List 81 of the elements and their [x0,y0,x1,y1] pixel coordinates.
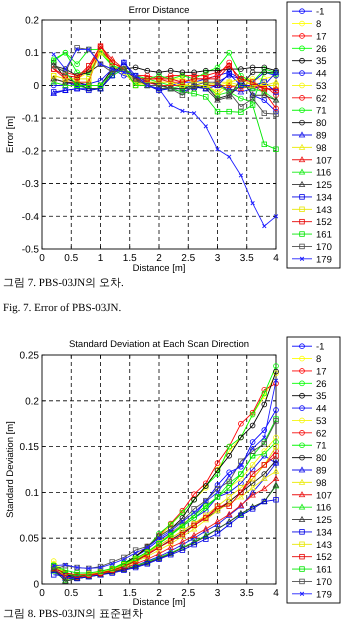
y-tick-label: -0.5 [22,244,40,256]
x-tick-label: 1.5 [122,253,138,264]
legend-label: 152 [316,552,332,564]
y-tick-label: -0.1 [22,114,40,125]
y-tick-label: 0.15 [20,442,40,454]
x-tick-label: 3 [214,253,221,264]
x-tick-label: 4 [273,588,280,599]
y-tick-label: -0.4 [22,212,40,223]
legend-label: 107 [316,155,332,166]
y-tick-label: 0.1 [25,488,40,499]
legend-label: 80 [316,453,327,464]
legend-label: 44 [316,404,327,415]
legend-label: 125 [316,180,332,192]
legend-label: 71 [316,440,327,452]
y-tick-label: 0 [33,580,40,590]
caption: 그림 7. PBS-03JN의 오차. [3,277,124,289]
legend-label: 26 [316,378,327,390]
x-tick-label: 1 [98,588,104,599]
legend-label: 89 [316,466,327,476]
legend-label: 35 [316,391,327,402]
legend-label: 8 [316,19,322,30]
legend-label: 134 [316,527,332,538]
legend-label: 98 [316,142,327,154]
y-tick-label: 0.2 [25,16,40,26]
legend-label: 89 [316,130,327,142]
caption: 그림 8. PBS-03JN의 표준편차 [3,608,143,620]
x-tick-label: 0.5 [64,588,79,599]
x-tick-label: 2 [156,588,162,599]
caption: Fig. 7. Error of PBS-03JN. [3,302,122,314]
legend-label: 179 [316,254,332,266]
legend-label: 143 [316,540,332,551]
y-tick-label: 0.05 [20,534,40,545]
y-tick-label: 0.25 [20,350,40,362]
legend-label: 125 [316,515,332,526]
legend-label: 161 [316,564,332,576]
x-tick-label: 1.5 [122,588,138,599]
x-tick-label: 1 [98,253,104,264]
chart-title: Error Distance [128,5,190,16]
legend-label: 143 [316,204,332,216]
x-tick-label: 2 [156,253,162,264]
x-tick-label: 4 [273,253,280,264]
y-axis-title: Standard Deviation [m] [5,421,16,518]
legend-label: 107 [316,490,332,502]
legend-label: 116 [316,168,332,179]
legend-label: 53 [316,80,327,92]
x-tick-label: 3 [214,588,221,599]
y-axis-title: Error [m] [5,116,16,153]
y-tick-label: 0 [33,80,40,92]
legend-label: 17 [316,31,327,42]
y-tick-label: -0.3 [22,179,40,190]
legend-label: 80 [316,118,327,130]
legend-label: 71 [316,106,327,117]
legend-label: 161 [316,230,332,241]
chart-title: Standard Deviation at Each Scan Direction [68,339,250,350]
legend-label: 26 [316,44,327,55]
legend-label: -1 [316,6,324,18]
legend-label: 170 [316,576,332,588]
legend-label: 170 [316,242,332,253]
x-axis-title: Distance [m] [132,263,186,274]
legend-label: 98 [316,478,327,489]
x-tick-label: 3.5 [240,253,254,264]
legend-label: 53 [316,416,327,427]
legend-label: 17 [316,366,327,378]
legend-label: 44 [316,68,327,80]
legend-label: 62 [316,93,327,104]
x-tick-label: 2.5 [181,253,196,264]
y-tick-label: -0.2 [22,146,40,158]
legend-label: 152 [316,217,332,228]
y-tick-label: 0.1 [25,48,40,60]
legend-label: 116 [316,502,332,514]
legend-label: 35 [316,56,327,68]
legend-label: 179 [316,589,332,600]
x-tick-label: 2.5 [181,588,196,599]
x-tick-label: 3.5 [240,588,254,599]
y-tick-label: 0.2 [25,396,40,408]
legend-label: 62 [316,428,327,440]
x-tick-label: 0.5 [64,253,79,264]
legend-label: 134 [316,192,332,204]
legend-label: 8 [316,354,322,366]
x-axis-title: Distance [m] [132,597,186,608]
legend-label: -1 [316,342,324,353]
